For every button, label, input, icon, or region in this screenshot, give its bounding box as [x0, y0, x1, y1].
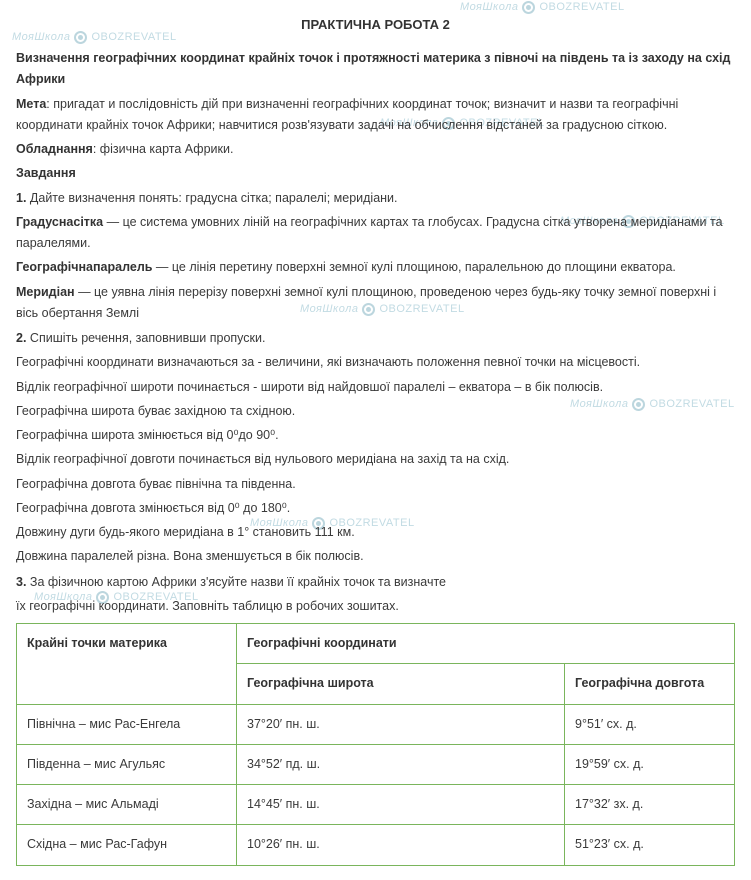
cell-point: Східна – мис Рас-Гафун — [17, 825, 237, 865]
meta-line: Мета: пригадат и послідовність дій при в… — [16, 94, 735, 137]
watermark-logo-icon — [522, 1, 535, 14]
cell-lat: 10°26′ пн. ш. — [237, 825, 565, 865]
line4: Географічна широта змінюється від 0⁰до 9… — [16, 425, 735, 446]
th-lon: Географічна довгота — [565, 664, 735, 704]
def1: Градуснасітка — це система умовних ліній… — [16, 212, 735, 255]
line3: Географічна широта буває західною та схі… — [16, 401, 735, 422]
cell-point: Південна – мис Агульяс — [17, 744, 237, 784]
equipment-line: Обладнання: фізична карта Африки. — [16, 139, 735, 160]
cell-point: Північна – мис Рас-Енгела — [17, 704, 237, 744]
def2-label: Географічнапаралель — [16, 260, 152, 274]
th-coords: Географічні координати — [237, 624, 735, 664]
cell-point: Західна – мис Альмаді — [17, 785, 237, 825]
task3: 3. За фізичною картою Африки з'ясуйте на… — [16, 572, 735, 593]
table-row: Північна – мис Рас-Енгела 37°20′ пн. ш. … — [17, 704, 735, 744]
task2-num: 2. — [16, 331, 26, 345]
table-row: Південна – мис Агульяс 34°52′ пд. ш. 19°… — [17, 744, 735, 784]
line8: Довжину дуги будь-якого меридіана в 1° с… — [16, 522, 735, 543]
cell-lon: 9°51′ сх. д. — [565, 704, 735, 744]
def3-text: — це уявна лінія перерізу поверхні земно… — [16, 285, 716, 320]
th-lat: Географічна широта — [237, 664, 565, 704]
equipment-text: : фізична карта Африки. — [93, 142, 234, 156]
cell-lon: 17°32′ зх. д. — [565, 785, 735, 825]
task3-num: 3. — [16, 575, 26, 589]
def2-text: — це лінія перетину поверхні земної кулі… — [152, 260, 675, 274]
table-header-row: Крайні точки материка Географічні коорди… — [17, 624, 735, 664]
def1-label: Градуснасітка — [16, 215, 103, 229]
task3-line2: їх географічні координати. Заповніть таб… — [16, 596, 735, 617]
coordinates-table: Крайні точки материка Географічні коорди… — [16, 623, 735, 866]
line9: Довжина паралелей різна. Вона зменшуєтьс… — [16, 546, 735, 567]
task3-text: За фізичною картою Африки з'ясуйте назви… — [26, 575, 446, 589]
def3-label: Меридіан — [16, 285, 75, 299]
page-title: ПРАКТИЧНА РОБОТА 2 — [16, 14, 735, 36]
task1: 1. Дайте визначення понять: градусна сіт… — [16, 188, 735, 209]
cell-lat: 34°52′ пд. ш. — [237, 744, 565, 784]
cell-lon: 19°59′ сх. д. — [565, 744, 735, 784]
th-points: Крайні точки материка — [17, 624, 237, 705]
line6: Географічна довгота буває північна та пі… — [16, 474, 735, 495]
cell-lon: 51°23′ сх. д. — [565, 825, 735, 865]
def2: Географічнапаралель — це лінія перетину … — [16, 257, 735, 278]
cell-lat: 14°45′ пн. ш. — [237, 785, 565, 825]
heading: Визначення географічних координат крайні… — [16, 48, 735, 91]
task2: 2. Спишіть речення, заповнивши пропуски. — [16, 328, 735, 349]
heading-bold: Визначення географічних координат крайні… — [16, 51, 730, 86]
task1-num: 1. — [16, 191, 26, 205]
task2-text: Спишіть речення, заповнивши пропуски. — [26, 331, 265, 345]
task1-text: Дайте визначення понять: градусна сітка;… — [26, 191, 397, 205]
line1: Географічні координати визначаються за -… — [16, 352, 735, 373]
line5: Відлік географічної довготи починається … — [16, 449, 735, 470]
line7: Географічна довгота змінюється від 0⁰ до… — [16, 498, 735, 519]
cell-lat: 37°20′ пн. ш. — [237, 704, 565, 744]
table-row: Східна – мис Рас-Гафун 10°26′ пн. ш. 51°… — [17, 825, 735, 865]
equipment-label: Обладнання — [16, 142, 93, 156]
table-row: Західна – мис Альмаді 14°45′ пн. ш. 17°3… — [17, 785, 735, 825]
meta-label: Мета — [16, 97, 46, 111]
meta-text: : пригадат и послідовність дій при визна… — [16, 97, 678, 132]
def3: Меридіан — це уявна лінія перерізу повер… — [16, 282, 735, 325]
tasks-label: Завдання — [16, 163, 735, 184]
def1-text: — це система умовних ліній на географічн… — [16, 215, 723, 250]
line2: Відлік географічної широти починається -… — [16, 377, 735, 398]
